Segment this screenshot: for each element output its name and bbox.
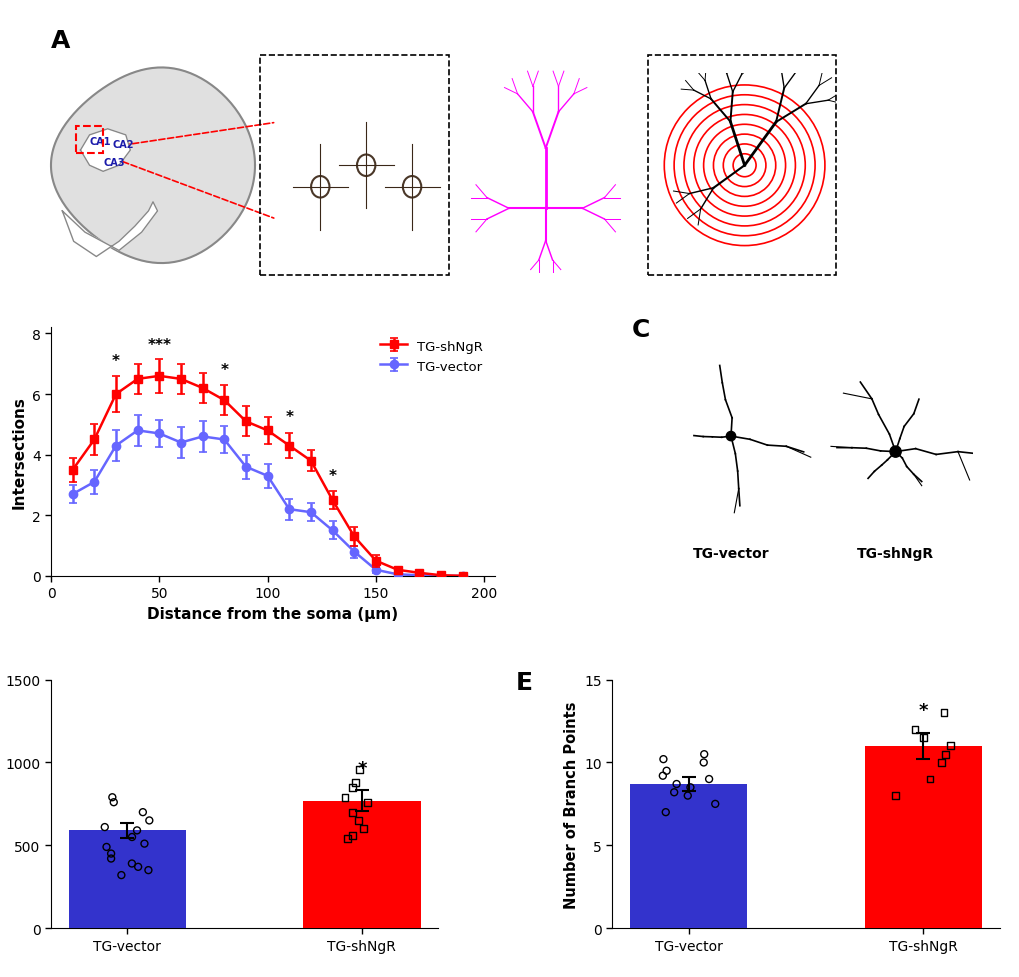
Point [343, 780, 360, 795]
Point [141, 863, 157, 878]
Point [123, 856, 140, 871]
Point [141, 813, 157, 828]
Bar [630, 785, 747, 928]
Point [887, 788, 903, 804]
Point [106, 794, 122, 810]
Point [658, 763, 675, 779]
Point [338, 831, 355, 847]
Point [679, 788, 695, 804]
Text: CA2: CA2 [112, 140, 133, 149]
Point [129, 859, 146, 874]
Point [654, 751, 671, 767]
Point [351, 813, 367, 828]
Text: *: * [328, 469, 336, 484]
Point [137, 836, 153, 852]
Point [942, 739, 958, 754]
Point [657, 804, 674, 820]
X-axis label: Distance from the soma (μm): Distance from the soma (μm) [148, 606, 398, 621]
Point [665, 785, 682, 800]
Point [355, 821, 371, 836]
Point [343, 804, 360, 820]
Text: A: A [51, 29, 70, 54]
Point [336, 789, 353, 805]
Point [936, 746, 953, 762]
Point [695, 755, 711, 771]
Bar [68, 830, 185, 928]
Point [695, 746, 711, 762]
Text: TG-vector: TG-vector [692, 547, 768, 561]
Point [682, 780, 698, 795]
Text: *: * [357, 759, 366, 777]
Text: *: * [918, 701, 927, 720]
Text: *: * [220, 363, 228, 378]
Point [103, 846, 119, 862]
Point [906, 722, 922, 738]
Point [654, 768, 671, 784]
Point [104, 789, 120, 805]
Text: ***: *** [147, 337, 171, 353]
Legend: TG-shNgR, TG-vector: TG-shNgR, TG-vector [375, 335, 488, 378]
Circle shape [890, 446, 901, 457]
Point [347, 775, 364, 790]
Y-axis label: Number of Branch Points: Number of Branch Points [564, 701, 578, 908]
Point [113, 868, 129, 883]
Point [934, 705, 951, 721]
Point [932, 755, 949, 771]
Point [667, 777, 684, 792]
Text: CA1: CA1 [90, 137, 111, 147]
Text: TG-shNgR: TG-shNgR [856, 547, 933, 561]
Point [97, 820, 113, 835]
Point [98, 839, 114, 855]
Polygon shape [51, 68, 255, 264]
Point [706, 796, 722, 812]
Text: C: C [631, 319, 649, 342]
Point [344, 828, 361, 843]
Y-axis label: Intersections: Intersections [11, 396, 26, 508]
Point [914, 730, 930, 745]
Text: *: * [112, 354, 120, 369]
Text: CA3: CA3 [103, 158, 124, 168]
Point [352, 761, 368, 777]
Point [128, 823, 145, 838]
Text: E: E [516, 670, 532, 694]
Bar [303, 801, 420, 928]
Point [921, 772, 937, 787]
Circle shape [726, 432, 735, 442]
Polygon shape [62, 202, 157, 257]
Point [103, 851, 119, 867]
Point [123, 829, 140, 845]
Text: *: * [285, 410, 293, 425]
Point [135, 804, 151, 820]
Polygon shape [81, 130, 130, 172]
Bar [864, 746, 981, 928]
Point [359, 794, 375, 810]
Point [700, 772, 716, 787]
